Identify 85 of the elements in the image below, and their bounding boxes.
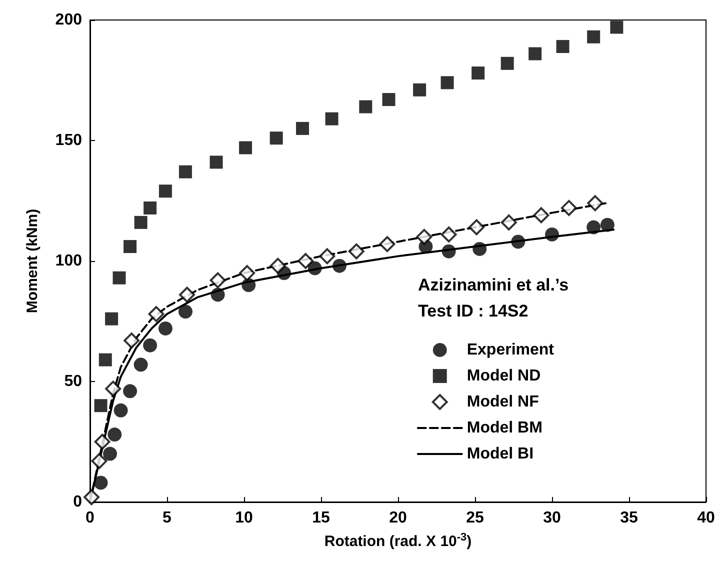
point — [270, 132, 283, 145]
point — [500, 56, 514, 70]
point — [270, 258, 286, 274]
point — [158, 184, 172, 198]
point — [296, 122, 310, 135]
point — [500, 214, 517, 230]
x-tick-label: 0 — [86, 510, 95, 526]
point — [179, 286, 196, 303]
point — [105, 312, 118, 326]
point — [319, 248, 336, 264]
x-tick-label: 35 — [620, 510, 638, 526]
point — [134, 216, 148, 229]
point — [94, 399, 108, 412]
x-tick-label: 25 — [466, 510, 484, 526]
point — [379, 236, 396, 252]
point — [210, 272, 226, 288]
point — [560, 200, 577, 216]
y-tick-label: 0 — [73, 494, 82, 510]
point — [332, 258, 346, 273]
y-tick-label: 150 — [55, 132, 82, 149]
point — [98, 353, 112, 366]
point — [556, 40, 570, 54]
legend-label: Model BI — [466, 446, 534, 462]
point — [178, 165, 192, 178]
point — [242, 278, 256, 292]
point — [587, 30, 600, 44]
point — [440, 226, 457, 242]
point — [91, 453, 108, 470]
point — [348, 243, 364, 260]
x-tick-label: 5 — [162, 510, 172, 526]
point — [308, 261, 322, 276]
y-tick-label: 100 — [55, 252, 82, 270]
point — [528, 47, 542, 60]
point — [239, 141, 252, 154]
point — [533, 207, 550, 224]
point — [472, 66, 485, 80]
point — [158, 321, 172, 336]
point — [472, 242, 487, 256]
point — [600, 218, 614, 232]
point — [148, 306, 164, 322]
point — [103, 446, 118, 461]
point — [587, 195, 604, 212]
point — [416, 228, 432, 245]
point — [84, 489, 100, 506]
point — [239, 265, 256, 282]
point — [124, 332, 140, 349]
legend-label: Model BM — [466, 420, 542, 436]
point — [468, 219, 485, 236]
point — [359, 100, 372, 114]
x-tick-label: 40 — [697, 510, 715, 526]
point — [440, 76, 454, 90]
y-tick-label: 200 — [55, 12, 82, 28]
point — [382, 93, 396, 106]
point — [298, 253, 314, 269]
point — [610, 20, 624, 34]
point — [586, 220, 601, 234]
point — [108, 428, 122, 442]
point — [210, 288, 225, 302]
legend-label: Experiment — [466, 342, 555, 358]
point — [413, 83, 426, 96]
point — [105, 380, 122, 397]
point — [442, 244, 456, 258]
point — [143, 338, 158, 352]
point — [94, 434, 110, 450]
x-tick-label: 15 — [312, 510, 330, 526]
y-axis-title: Moment (kNm) — [24, 208, 41, 314]
point — [545, 227, 559, 242]
point — [325, 112, 338, 126]
point — [144, 201, 157, 214]
point — [114, 403, 128, 418]
x-tick-label: 30 — [543, 510, 561, 526]
point — [134, 358, 148, 372]
point — [178, 304, 192, 319]
point — [94, 476, 108, 490]
point — [112, 271, 126, 284]
y-tick-label: 50 — [64, 373, 82, 390]
point — [124, 240, 137, 254]
point — [123, 384, 138, 398]
x-tick-label: 20 — [389, 510, 407, 526]
legend-label: Model NF — [466, 394, 540, 410]
x-tick-label: 10 — [235, 510, 253, 526]
point — [210, 156, 223, 169]
legend-title: Azizinamini et al.’s Test ID : 14S2 — [418, 276, 569, 320]
legend-label: Model ND — [466, 368, 541, 384]
point — [511, 234, 526, 249]
